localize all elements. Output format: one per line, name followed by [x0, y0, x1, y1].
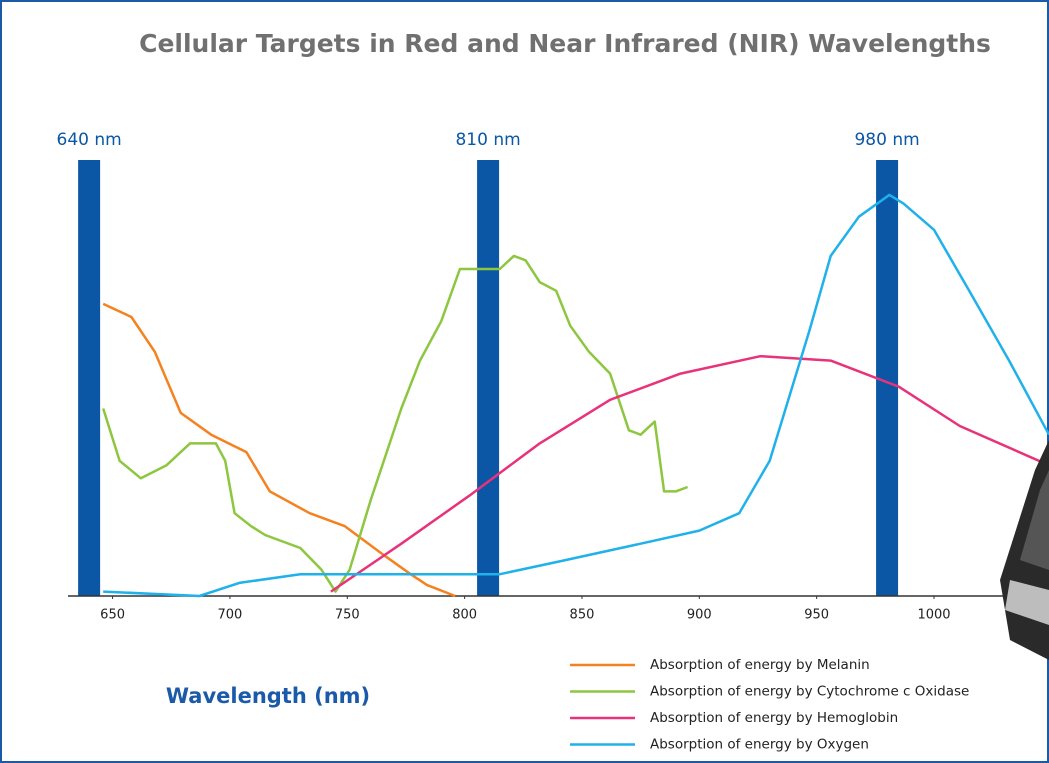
chart: Cellular Targets in Red and Near Infrare… — [0, 0, 1049, 763]
band-label: 810 nm — [455, 130, 520, 150]
x-tick-label: 950 — [804, 608, 829, 623]
legend-label: Absorption of energy by Cytochrome c Oxi… — [650, 684, 969, 700]
wavelength-band — [477, 160, 499, 596]
x-tick-label: 750 — [335, 608, 360, 623]
x-tick-label: 900 — [687, 608, 712, 623]
band-label: 980 nm — [854, 130, 919, 150]
page: Cellular Targets in Red and Near Infrare… — [0, 0, 1049, 763]
chart-title: Cellular Targets in Red and Near Infrare… — [139, 29, 991, 58]
wavelength-band — [78, 160, 100, 596]
x-tick-label: 800 — [452, 608, 477, 623]
x-tick-label: 1000 — [917, 608, 950, 623]
legend-label: Absorption of energy by Oxygen — [650, 737, 869, 753]
legend-label: Absorption of energy by Melanin — [650, 657, 870, 673]
x-tick-label: 700 — [218, 608, 243, 623]
x-tick-label: 650 — [100, 608, 125, 623]
band-label: 640 nm — [57, 130, 122, 150]
x-tick-label: 850 — [570, 608, 595, 623]
x-axis-label: Wavelength (nm) — [166, 684, 370, 708]
legend-label: Absorption of energy by Hemoglobin — [650, 710, 898, 726]
